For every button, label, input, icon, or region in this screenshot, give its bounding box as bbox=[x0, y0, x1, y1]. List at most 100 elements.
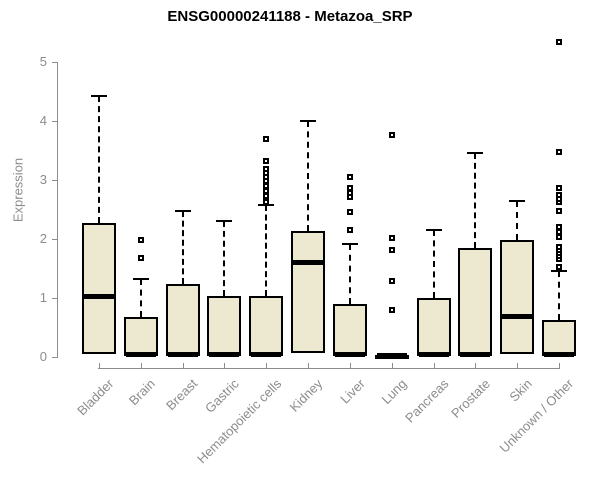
outlier-point bbox=[263, 157, 270, 164]
outlier-point bbox=[346, 226, 353, 233]
box bbox=[123, 316, 158, 356]
box bbox=[500, 239, 535, 355]
y-axis-tick bbox=[52, 298, 57, 299]
outlier-point bbox=[556, 224, 563, 231]
y-tick-label: 5 bbox=[39, 54, 47, 69]
outlier-point bbox=[346, 185, 353, 192]
y-axis-line bbox=[57, 62, 58, 358]
whisker-cap bbox=[551, 270, 568, 273]
x-axis-tick bbox=[475, 363, 477, 368]
whisker bbox=[307, 121, 310, 232]
median-line bbox=[376, 353, 407, 359]
x-axis-tick bbox=[266, 363, 268, 368]
x-tick-label: Bladder bbox=[74, 376, 117, 419]
whisker bbox=[432, 229, 435, 298]
x-axis-tick bbox=[308, 363, 310, 368]
outlier-point bbox=[388, 278, 395, 285]
x-axis-tick bbox=[224, 363, 226, 368]
median-line bbox=[251, 351, 282, 357]
whisker bbox=[181, 210, 184, 284]
x-tick-label: Breast bbox=[163, 376, 201, 414]
y-axis-tick bbox=[52, 357, 57, 358]
median-line bbox=[334, 351, 365, 357]
whisker bbox=[265, 205, 268, 297]
outlier-point bbox=[263, 165, 270, 172]
whisker-cap bbox=[91, 95, 107, 98]
whisker-cap bbox=[216, 219, 233, 222]
outlier-point bbox=[556, 148, 563, 155]
whisker-cap bbox=[509, 200, 526, 203]
y-axis-tick bbox=[52, 239, 57, 240]
whisker bbox=[98, 96, 100, 224]
x-axis-tick bbox=[140, 363, 142, 368]
median-line bbox=[167, 351, 198, 357]
x-axis-tick bbox=[433, 363, 435, 368]
whisker-cap bbox=[300, 120, 317, 122]
whisker-cap bbox=[174, 209, 191, 212]
outlier-point bbox=[346, 208, 353, 215]
whisker bbox=[474, 153, 477, 248]
outlier-point bbox=[556, 264, 563, 271]
y-tick-label: 2 bbox=[39, 231, 47, 246]
outlier-point bbox=[263, 135, 270, 142]
box bbox=[165, 283, 200, 356]
x-tick-label: Liver bbox=[336, 376, 368, 407]
x-tick-label: Unknown / Other bbox=[497, 376, 577, 456]
box bbox=[82, 223, 116, 355]
y-tick-label: 4 bbox=[39, 113, 47, 128]
median-line bbox=[502, 314, 533, 320]
y-tick-label: 1 bbox=[39, 290, 47, 305]
x-axis-tick bbox=[182, 363, 184, 368]
x-axis-tick bbox=[559, 363, 561, 368]
median-line bbox=[544, 351, 575, 357]
whisker bbox=[223, 220, 226, 297]
x-tick-label: Gastric bbox=[202, 376, 243, 416]
x-tick-label: Skin bbox=[506, 376, 535, 405]
outlier-point bbox=[346, 174, 353, 181]
outlier-point bbox=[263, 199, 270, 206]
x-tick-label: Pancreas bbox=[401, 376, 452, 426]
outlier-point bbox=[388, 234, 395, 241]
x-axis-tick bbox=[349, 363, 351, 368]
box bbox=[332, 304, 367, 356]
median-line bbox=[209, 351, 240, 357]
x-tick-label: Brain bbox=[126, 376, 159, 409]
box bbox=[249, 296, 284, 356]
x-axis-tick bbox=[517, 363, 519, 368]
median-line bbox=[293, 260, 324, 266]
whisker-cap bbox=[425, 228, 442, 231]
outlier-point bbox=[556, 38, 563, 45]
box bbox=[458, 247, 493, 356]
x-tick-label: Prostate bbox=[448, 376, 493, 421]
box bbox=[542, 319, 577, 356]
whisker bbox=[139, 279, 142, 317]
outlier-point bbox=[137, 254, 144, 261]
x-axis-tick bbox=[391, 363, 393, 368]
whisker-cap bbox=[341, 242, 358, 245]
y-tick-label: 0 bbox=[39, 349, 47, 364]
median-line bbox=[125, 351, 156, 357]
outlier-point bbox=[556, 192, 563, 199]
whisker bbox=[516, 201, 519, 240]
outlier-point bbox=[388, 131, 395, 138]
x-tick-label: Kidney bbox=[287, 376, 326, 415]
chart-title: ENSG00000241188 - Metazoa_SRP bbox=[167, 8, 413, 25]
box bbox=[291, 231, 326, 353]
outlier-point bbox=[556, 185, 563, 192]
whisker-cap bbox=[132, 278, 149, 281]
outlier-point bbox=[388, 306, 395, 313]
outlier-point bbox=[388, 247, 395, 254]
x-axis-line bbox=[98, 368, 561, 369]
y-axis-tick bbox=[52, 62, 57, 63]
outlier-point bbox=[556, 208, 563, 215]
whisker bbox=[348, 243, 351, 305]
x-axis-tick bbox=[99, 363, 100, 368]
y-axis-label: Expression bbox=[10, 157, 26, 223]
box bbox=[207, 296, 242, 356]
x-tick-label: Lung bbox=[378, 376, 410, 408]
outlier-point bbox=[263, 183, 270, 190]
median-line bbox=[84, 294, 114, 300]
whisker-cap bbox=[467, 152, 484, 155]
outlier-point bbox=[556, 243, 563, 250]
whisker bbox=[558, 271, 561, 320]
